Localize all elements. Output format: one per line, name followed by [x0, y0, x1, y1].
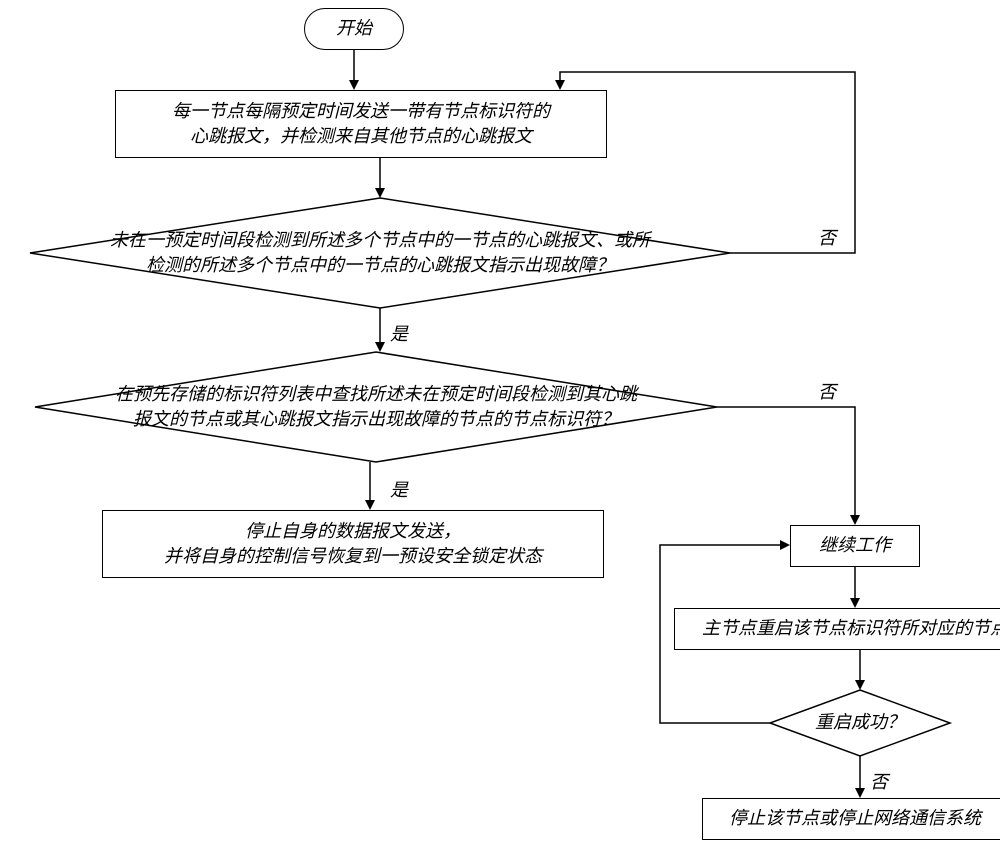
flowchart-arrows [0, 0, 1000, 854]
